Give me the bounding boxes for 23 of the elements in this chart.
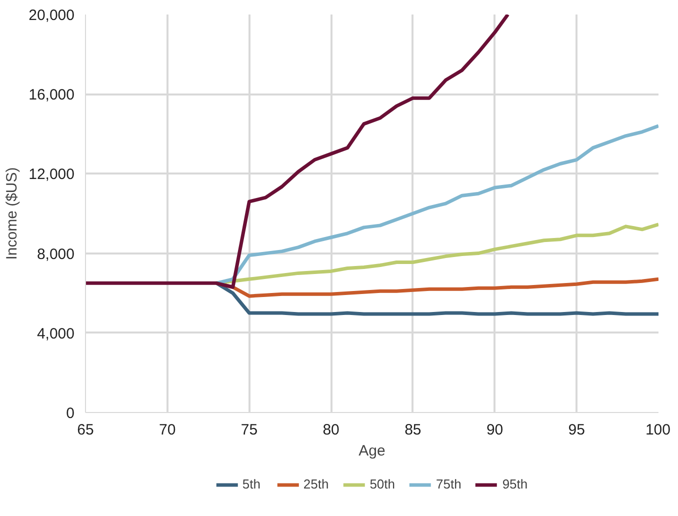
line-series [214, 124, 658, 285]
legend-label: 95th [502, 476, 528, 492]
y-tick-label: 0 [66, 405, 74, 422]
legend-label: 75th [436, 476, 462, 492]
x-tick-label: 70 [159, 422, 176, 438]
x-tick-label: 90 [486, 422, 504, 438]
y-tick-label: 16,000 [28, 86, 75, 104]
y-tick-label: 4,000 [36, 325, 75, 342]
legend-label: 50th [370, 476, 395, 492]
x-tick-label: 100 [645, 422, 671, 438]
x-tick-label: 80 [322, 422, 340, 438]
x-tick-label: 75 [240, 422, 258, 438]
x-tick-label: 65 [77, 422, 94, 438]
y-tick-label: 8,000 [36, 246, 75, 263]
x-tick-label: 85 [404, 422, 422, 438]
legend-label: 5th [242, 476, 262, 492]
x-axis-title: Age [358, 442, 386, 460]
line-series [86, 14, 510, 289]
y-tick-label: 20,000 [28, 7, 75, 24]
y-tick-label: 12,000 [28, 166, 75, 184]
y-axis-title: Income ($US) [4, 167, 21, 260]
x-tick-label: 95 [568, 422, 585, 438]
legend-label: 25th [303, 476, 329, 492]
